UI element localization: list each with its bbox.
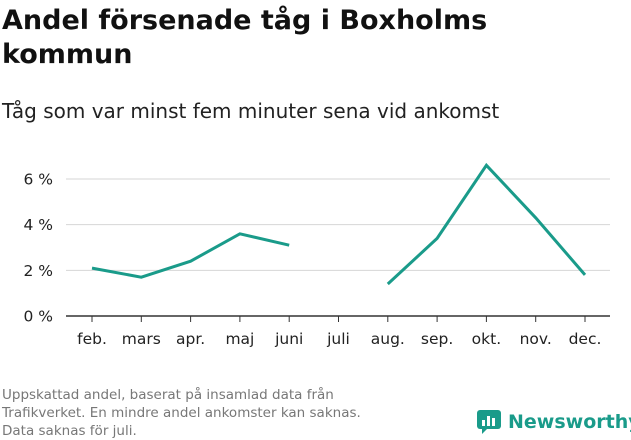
x-tick-label: nov. [520,330,552,348]
x-tick-label: maj [225,330,254,348]
footnote-line-2: Trafikverket. En mindre andel ankomster … [2,405,361,421]
bar-chart-icon [477,410,501,434]
footnote-line-1: Uppskattad andel, baserat på insamlad da… [2,387,334,403]
chart-subtitle: Tåg som var minst fem minuter sena vid a… [2,99,500,123]
x-tick-label: juni [274,330,303,348]
x-tick-label: juli [326,330,350,348]
line-chart: 0 % 2 % 4 % 6 % feb. mars apr. maj juni juli aug.… [23,162,610,348]
series-line-segment [91,232,290,279]
brand-logo: Newsworthy [476,408,631,436]
y-axis-labels: 0 % 2 % 4 % 6 % [23,171,53,326]
footnote: Uppskattad andel, baserat på insamlad da… [2,386,452,440]
grid-layer [66,178,610,317]
x-tick-label: sep. [421,330,453,348]
series-lines [91,162,587,286]
y-tick-label: 4 % [23,216,53,234]
chart-title: Andel försenade tåg i Boxholms kommun [2,5,488,70]
x-axis-labels: feb. mars apr. maj juni juli aug. sep. okt. nov. d… [77,316,601,348]
y-tick-label: 2 % [23,262,53,280]
x-tick-label: aug. [371,330,405,348]
x-tick-label: okt. [472,330,501,348]
x-tick-label: feb. [77,330,107,348]
x-tick-label: apr. [176,330,205,348]
series-line-segment [386,162,587,286]
x-tick-label: mars [122,330,161,348]
y-tick-label: 6 % [23,171,53,189]
brand-name: Newsworthy [508,411,631,433]
footnote-line-3: Data saknas för juli. [2,423,137,439]
x-tick-label: dec. [569,330,602,348]
y-tick-label: 0 % [23,308,53,326]
